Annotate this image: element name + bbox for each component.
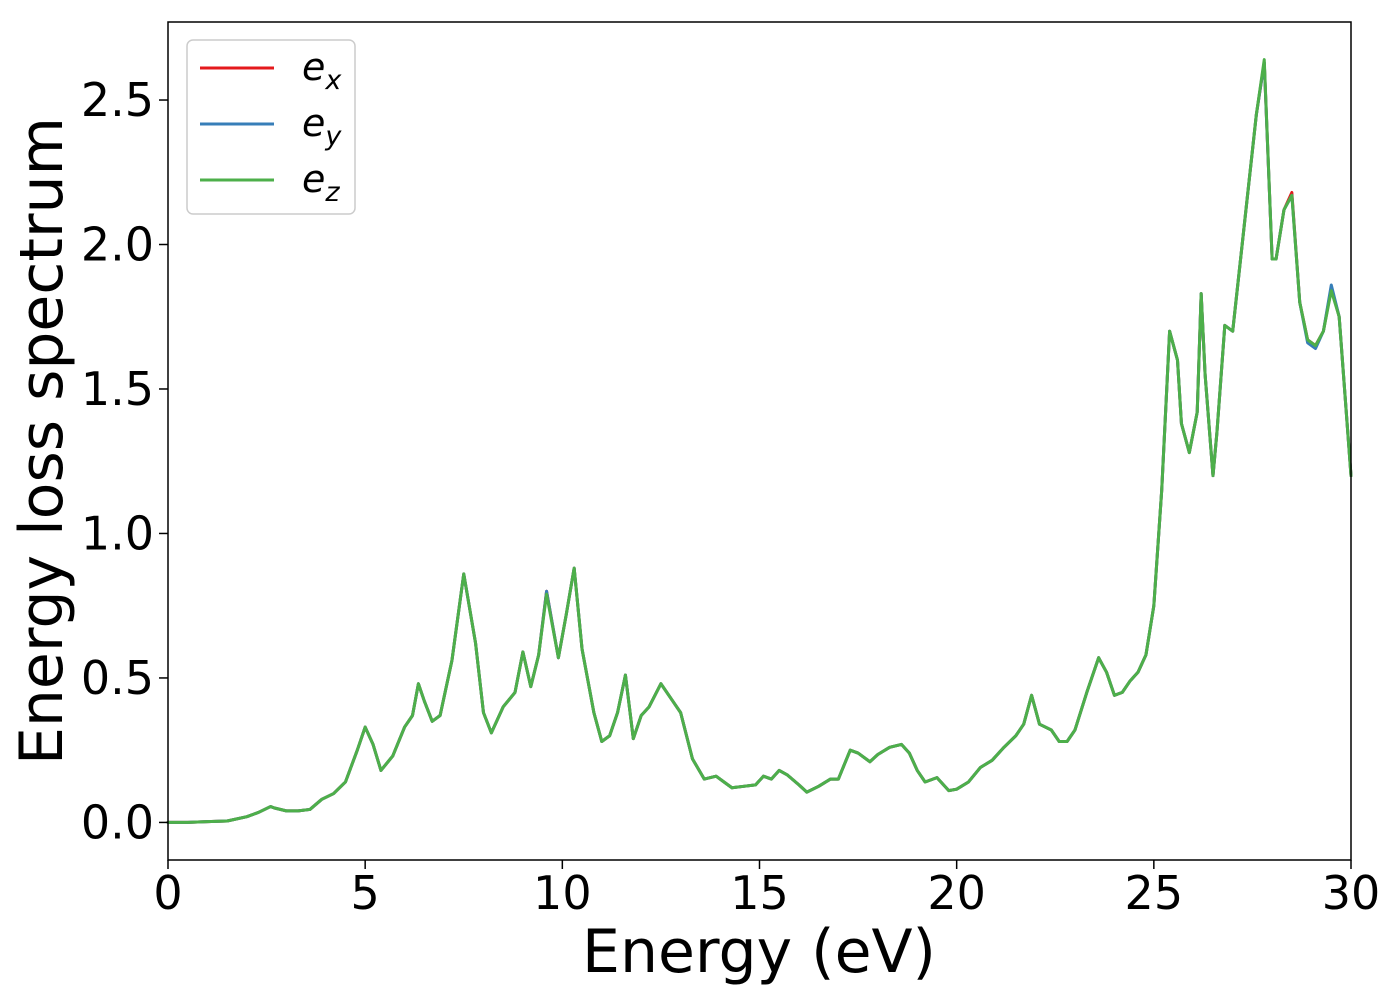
x-tick-label: 15 bbox=[730, 866, 789, 920]
series-layer bbox=[166, 58, 1353, 824]
series-line-ez bbox=[166, 58, 1353, 824]
y-tick-label: 2.5 bbox=[81, 73, 154, 127]
x-tick-label: 25 bbox=[1125, 866, 1184, 920]
y-axis-label: Energy loss spectrum bbox=[7, 117, 77, 765]
x-tick-label: 10 bbox=[533, 866, 592, 920]
legend-label-x: ex bbox=[302, 45, 342, 96]
x-tick-label: 0 bbox=[153, 866, 182, 920]
y-tick-label: 0.0 bbox=[81, 795, 154, 849]
y-tick-label: 0.5 bbox=[81, 651, 154, 705]
x-axis-label: Energy (eV) bbox=[582, 917, 936, 987]
x-axis-ticks: 0 5 10 15 20 25 30 bbox=[153, 860, 1380, 920]
y-tick-label: 1.5 bbox=[81, 362, 154, 416]
x-tick-label: 5 bbox=[351, 866, 380, 920]
x-tick-label: 20 bbox=[927, 866, 986, 920]
x-tick-label: 30 bbox=[1322, 866, 1381, 920]
legend-label-y: ey bbox=[302, 101, 342, 152]
y-axis-ticks: 0.0 0.5 1.0 1.5 2.0 2.5 bbox=[81, 73, 168, 849]
y-tick-label: 1.0 bbox=[81, 506, 154, 560]
y-tick-label: 2.0 bbox=[81, 218, 154, 272]
legend-box bbox=[186, 39, 356, 215]
legend-label-z: ez bbox=[302, 157, 340, 208]
